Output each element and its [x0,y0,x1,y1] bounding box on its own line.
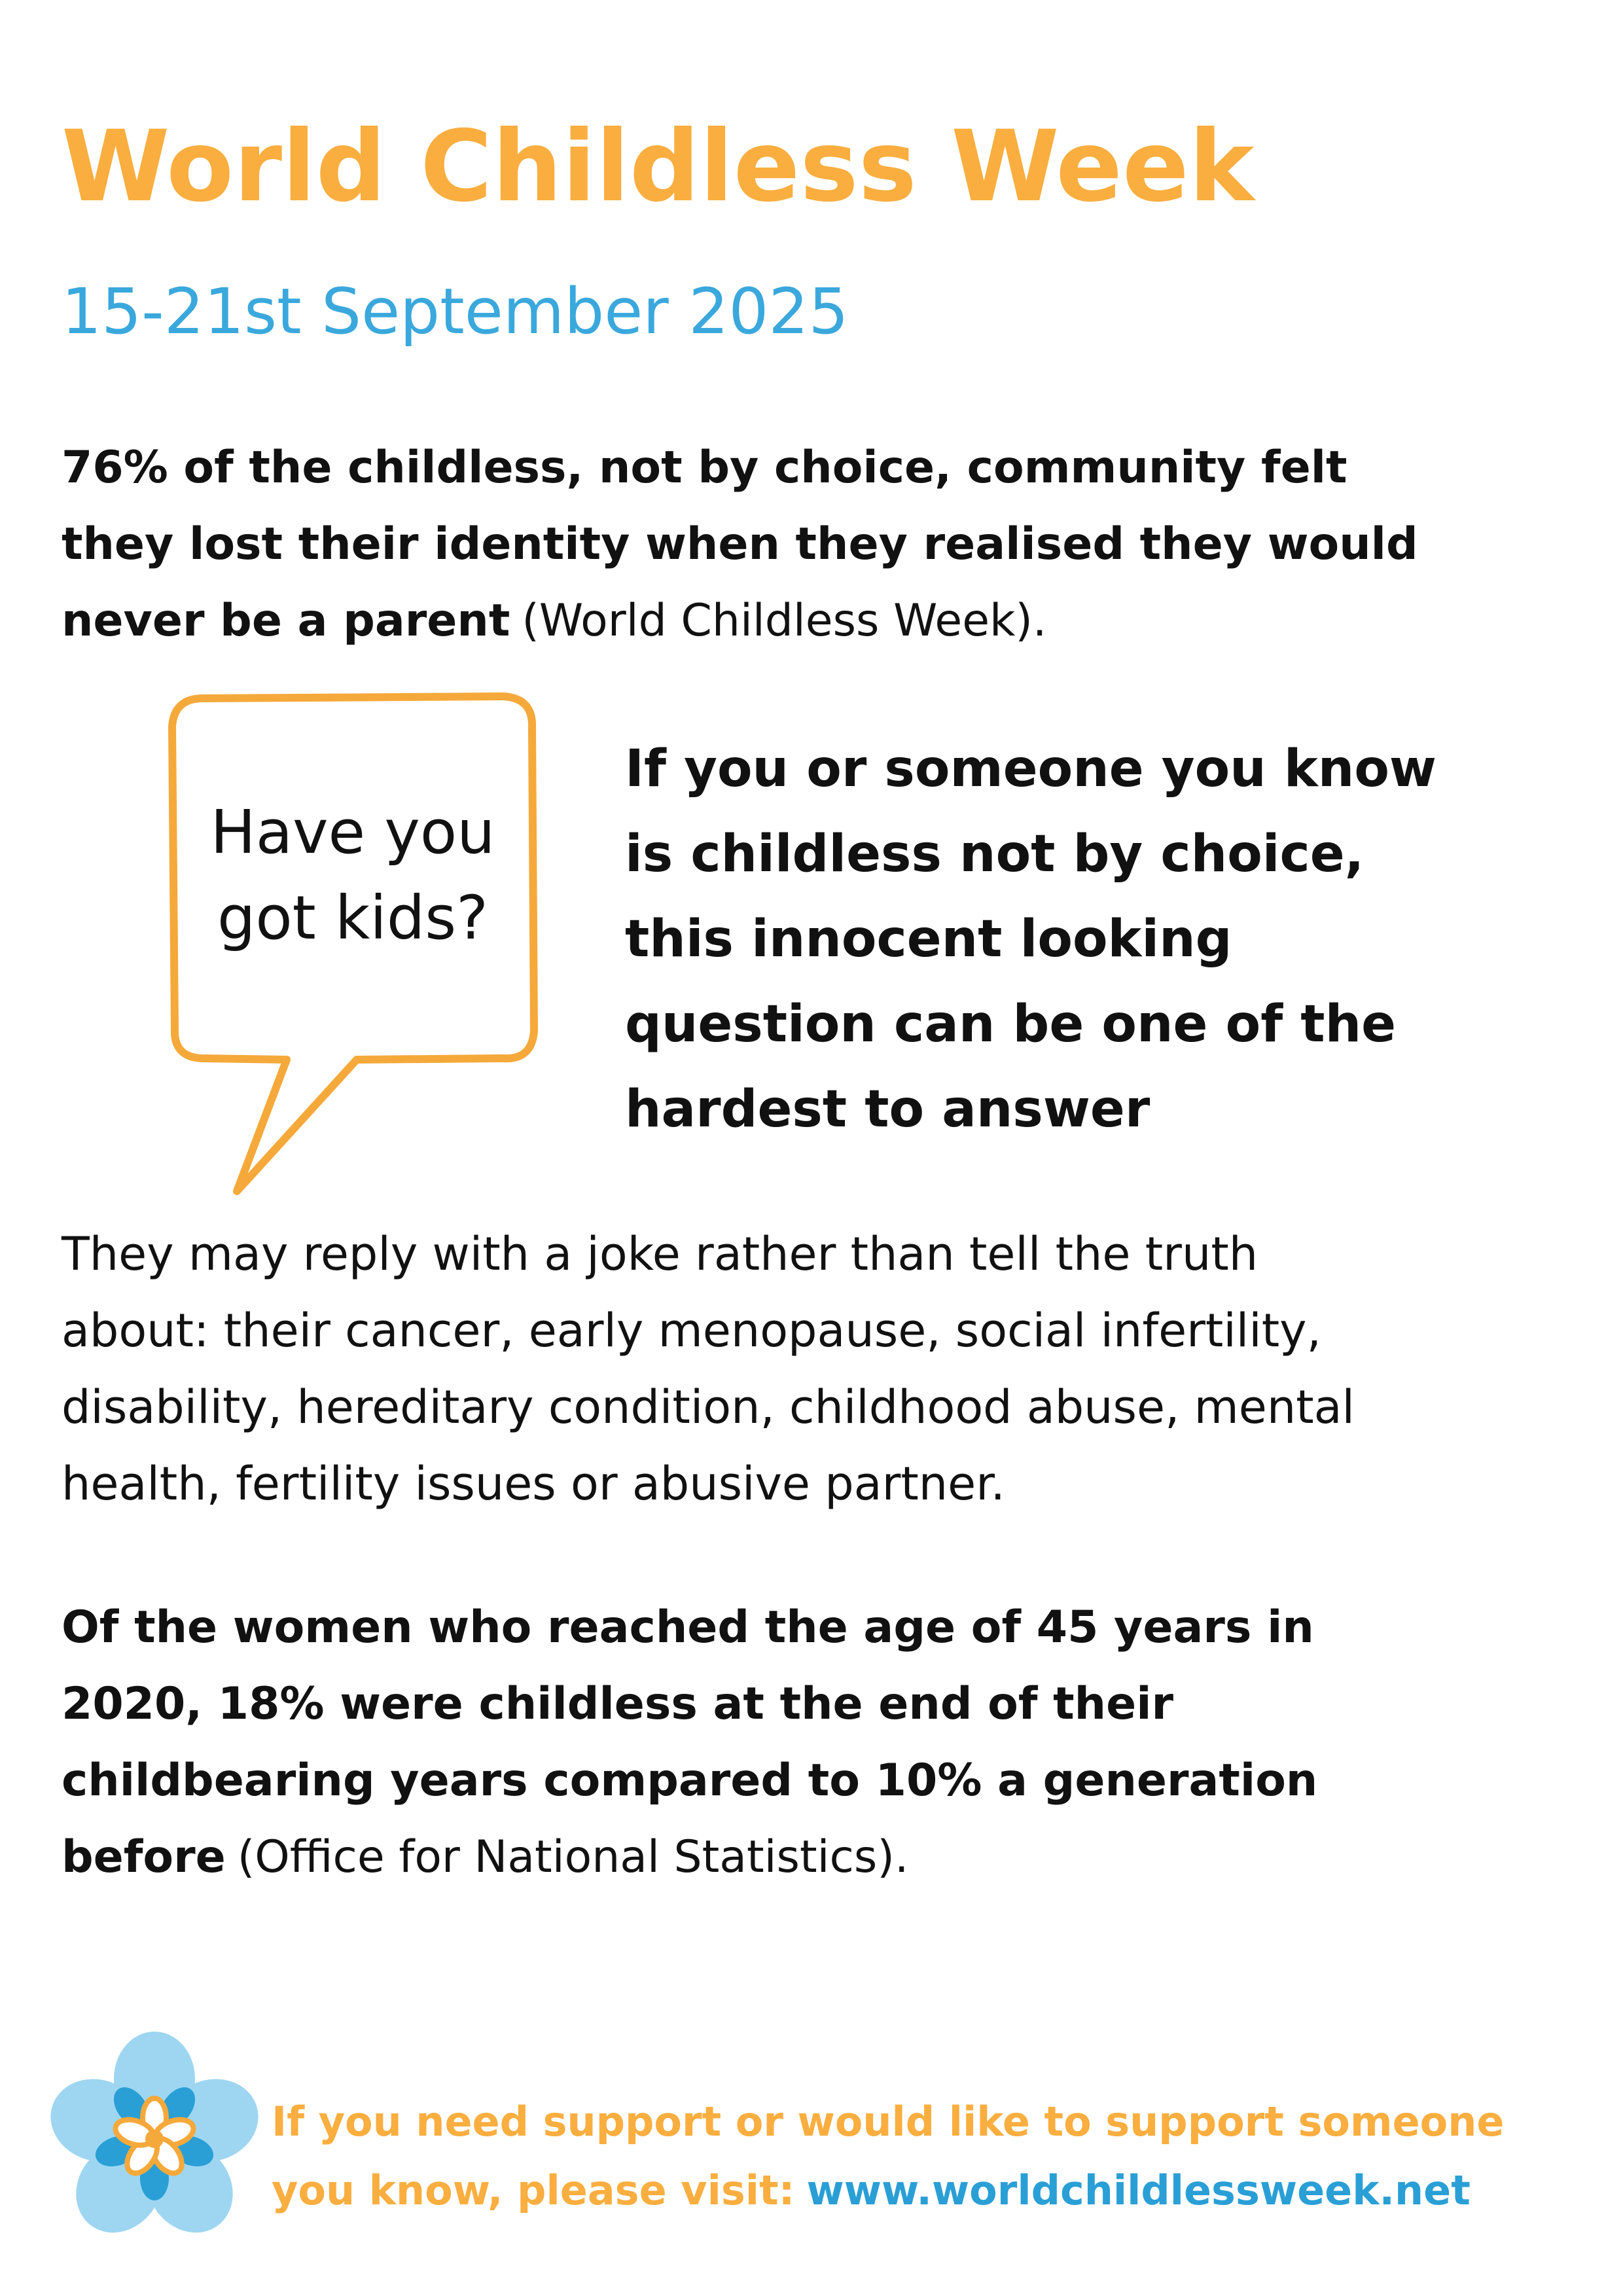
line-text: disability, hereditary condition, childh… [62,1380,1355,1434]
flower-logo [50,2032,259,2233]
line-text: Have you [210,797,495,867]
callout: If you or someone you know is childless n… [625,726,1436,1152]
line-text: got kids? [217,883,488,953]
line-text: health, fertility issues or abusive part… [62,1457,1005,1511]
line-text: 76% of the childless, not by choice, com… [62,442,1347,493]
subtitle: 15-21st September 2025 [62,275,849,348]
source: (World Childless Week). [522,595,1047,647]
stat-paragraph: Of the women who reached the age of 45 y… [62,1589,1317,1895]
text-line: never be a parent (World Childless Week). [62,583,1418,659]
text-line: 76% of the childless, not by choice, com… [62,429,1418,506]
line-text: you know, please visit: [272,2166,795,2214]
line-text: They may reply with a joke rather than t… [62,1227,1258,1281]
text-line: about: their cancer, early menopause, so… [62,1293,1355,1369]
line-text: Of the women who reached the age of 45 y… [62,1602,1314,1653]
text-line: you know, please visit: www.worldchildles… [272,2156,1504,2225]
text-line: got kids? [173,875,532,961]
text-line: this innocent looking [625,897,1436,982]
bubble-text: Have you got kids? [173,789,532,961]
line-text: before [62,1831,226,1883]
source: (Office for National Statistics). [237,1831,909,1883]
website-link[interactable]: www.worldchildlessweek.net [806,2166,1471,2214]
text-line: childbearing years compared to 10% a gen… [62,1742,1317,1819]
title: World Childless Week [62,110,1255,224]
text-line: If you or someone you know [625,726,1436,812]
speech-bubble [168,692,538,1195]
line-text: about: their cancer, early menopause, so… [62,1304,1321,1357]
text-line: they lost their identity when they reali… [62,506,1418,583]
line-text: childbearing years compared to 10% a gen… [62,1755,1318,1806]
line-text: If you need support or would like to sup… [272,2098,1505,2145]
line-text: never be a parent [62,595,510,647]
line-text: they lost their identity when they reali… [62,518,1418,570]
line-text: If you or someone you know [625,740,1436,798]
text-line: Have you [173,789,532,875]
text-line: before (Office for National Statistics). [62,1819,1317,1895]
text-line: is childless not by choice, [625,812,1436,897]
line-text: hardest to answer [625,1080,1150,1139]
text-line: question can be one of the [625,982,1436,1067]
text-line: hardest to answer [625,1067,1436,1152]
text-line: health, fertility issues or abusive part… [62,1446,1355,1522]
line-text: this innocent looking [625,910,1232,969]
text-line: If you need support or would like to sup… [272,2087,1504,2156]
body-paragraph: They may reply with a joke rather than t… [62,1216,1355,1522]
line-text: 2020, 18% were childless at the end of t… [62,1678,1174,1730]
intro-paragraph: 76% of the childless, not by choice, com… [62,429,1418,659]
text-line: They may reply with a joke rather than t… [62,1216,1355,1293]
footer: If you need support or would like to sup… [272,2087,1504,2225]
text-line: disability, hereditary condition, childh… [62,1369,1355,1446]
text-line: Of the women who reached the age of 45 y… [62,1589,1317,1666]
line-text: question can be one of the [625,995,1396,1054]
text-line: 2020, 18% were childless at the end of t… [62,1666,1317,1742]
line-text: is childless not by choice, [625,825,1364,884]
